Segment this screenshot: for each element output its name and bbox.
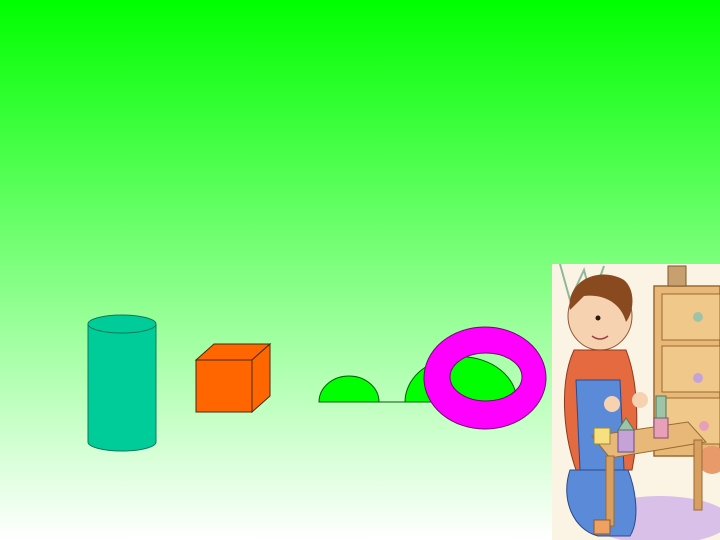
hemisphere-shape [318,375,380,403]
cylinder-shape [87,314,157,452]
ring-shape [423,326,547,430]
cube-shape [194,342,272,414]
boy-playing-with-blocks-illustration [552,263,720,540]
